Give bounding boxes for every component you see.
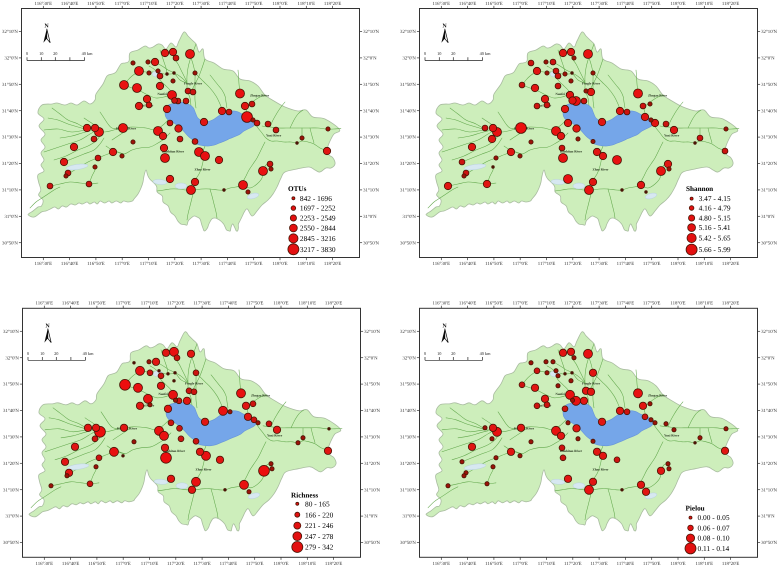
svg-text:Shannon: Shannon [686, 185, 713, 193]
svg-text:OTUs: OTUs [288, 185, 307, 193]
svg-text:166 - 220: 166 - 220 [305, 510, 334, 519]
svg-text:0.08 - 0.10: 0.08 - 0.10 [698, 534, 730, 543]
svg-text:3.47 - 4.15: 3.47 - 4.15 [699, 194, 731, 203]
svg-text:2253 - 2549: 2253 - 2549 [300, 214, 336, 223]
svg-text:0.00 - 0.05: 0.00 - 0.05 [698, 513, 730, 522]
svg-text:4.16 - 4.79: 4.16 - 4.79 [699, 204, 731, 213]
svg-text:2550 - 2844: 2550 - 2844 [300, 224, 336, 233]
svg-text:5.66 - 5.99: 5.66 - 5.99 [699, 245, 731, 254]
svg-text:Richness: Richness [291, 492, 318, 500]
svg-text:1697 - 2252: 1697 - 2252 [300, 204, 336, 213]
svg-text:0.06 - 0.07: 0.06 - 0.07 [698, 524, 730, 533]
svg-text:0.11 - 0.14: 0.11 - 0.14 [698, 544, 730, 553]
svg-text:5.42 - 5.65: 5.42 - 5.65 [699, 234, 731, 243]
svg-text:3217 - 3830: 3217 - 3830 [300, 245, 336, 254]
svg-text:5.16 - 5.41: 5.16 - 5.41 [699, 223, 731, 232]
svg-text:221 - 246: 221 - 246 [305, 521, 334, 530]
svg-text:4.80 - 5.15: 4.80 - 5.15 [699, 214, 731, 223]
svg-text:279 - 342: 279 - 342 [305, 543, 334, 552]
svg-text:842 - 1696: 842 - 1696 [300, 194, 332, 203]
svg-text:Pielou: Pielou [686, 505, 705, 513]
svg-text:2845 - 3216: 2845 - 3216 [300, 234, 336, 243]
svg-text:247 - 278: 247 - 278 [305, 532, 334, 541]
svg-text:80 - 165: 80 - 165 [305, 499, 330, 508]
